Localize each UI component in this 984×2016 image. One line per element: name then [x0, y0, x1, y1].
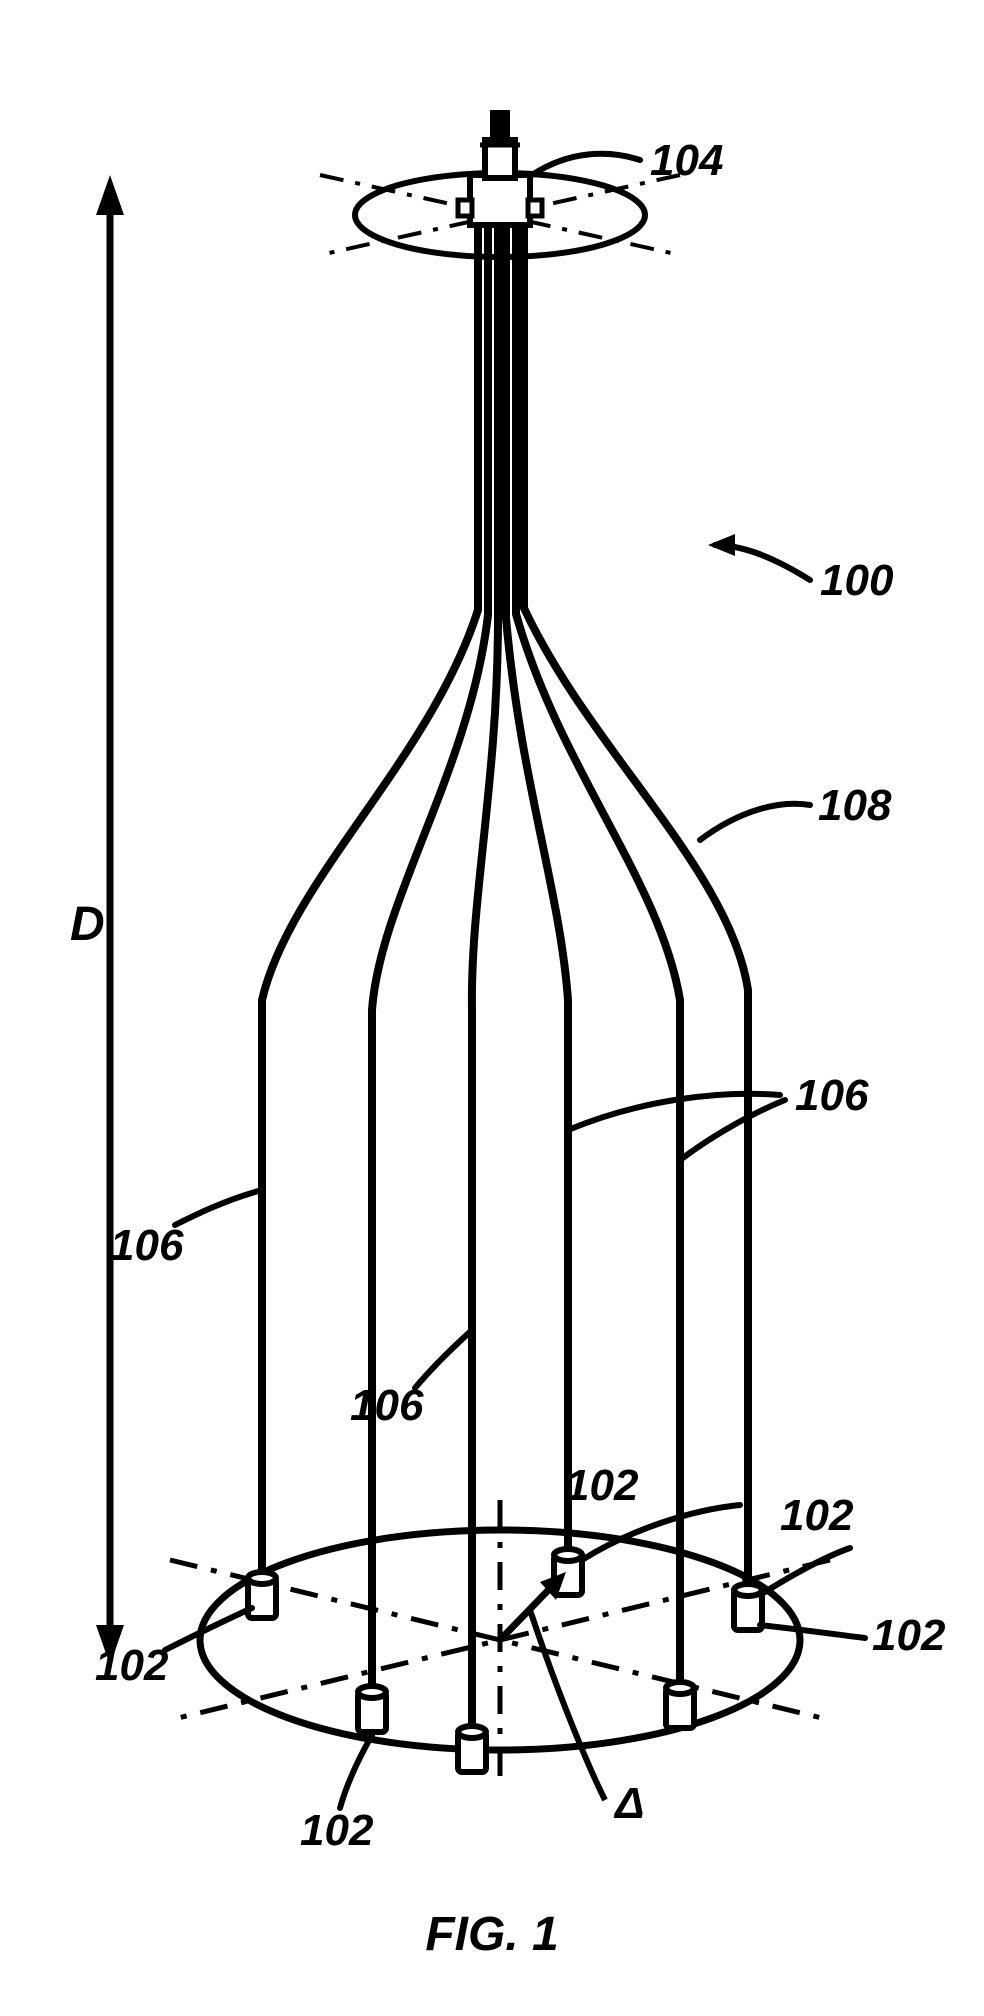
- label-102-b: 102: [300, 1806, 374, 1855]
- label-104: 104: [650, 136, 723, 185]
- label-102-e: 102: [872, 1611, 946, 1660]
- figure-page: D Δ 104 100 108 106 106 106 102: [0, 0, 984, 2016]
- figure-caption: FIG. 1: [425, 1908, 558, 1961]
- dimension-d: D: [70, 175, 124, 1665]
- dim-delta-label: Δ: [613, 1779, 645, 1828]
- figure-svg: D Δ 104 100 108 106 106 106 102: [0, 0, 984, 2016]
- label-108: 108: [818, 781, 892, 830]
- label-106-right: 106: [795, 1071, 869, 1120]
- label-102-d: 102: [780, 1491, 854, 1540]
- top-connector: [458, 110, 542, 225]
- label-106-left: 106: [110, 1221, 184, 1270]
- label-102-a: 102: [95, 1641, 169, 1690]
- label-100: 100: [820, 556, 894, 605]
- label-102-c: 102: [565, 1461, 639, 1510]
- dim-d-label: D: [70, 898, 105, 951]
- anchors: [248, 1549, 762, 1772]
- label-106-mid: 106: [350, 1381, 424, 1430]
